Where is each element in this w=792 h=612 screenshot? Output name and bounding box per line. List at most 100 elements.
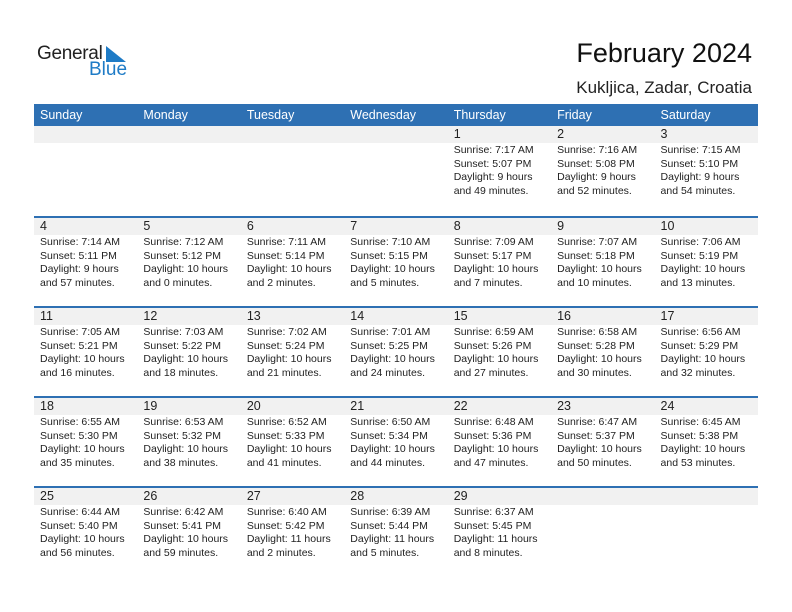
- daylight-minutes-text: and 44 minutes.: [350, 456, 425, 469]
- day-cell: 17 Sunrise: 6:56 AM Sunset: 5:29 PM Dayligh…: [655, 308, 758, 396]
- day-cell: 13 Sunrise: 7:02 AM Sunset: 5:24 PM Dayligh…: [241, 308, 344, 396]
- empty-cell: [34, 126, 137, 214]
- daylight-minutes-text: and 53 minutes.: [660, 456, 736, 469]
- sunset-text: Sunset: 5:45 PM: [453, 519, 532, 532]
- sunset-text: Sunset: 5:07 PM: [453, 157, 532, 170]
- sunset-text: Sunset: 5:41 PM: [143, 519, 222, 532]
- daylight-text: Daylight: 10 hours: [246, 443, 332, 455]
- daylight-text: Daylight: 10 hours: [143, 353, 229, 365]
- daylight-text: Daylight: 10 hours: [143, 443, 229, 455]
- day-cell: 8 Sunrise: 7:09 AM Sunset: 5:17 PM Daylight…: [448, 218, 551, 306]
- day-cell: 6 Sunrise: 7:11 AM Sunset: 5:14 PM Daylight…: [241, 218, 344, 306]
- logo-word-blue: Blue: [89, 59, 128, 80]
- day-number: 27: [246, 489, 261, 503]
- day-cell: 1 Sunrise: 7:17 AM Sunset: 5:07 PM Daylight…: [448, 126, 551, 214]
- daylight-minutes-text: and 32 minutes.: [660, 366, 736, 379]
- day-number: 20: [246, 399, 261, 413]
- daylight-text: Daylight: 10 hours: [453, 443, 539, 455]
- daylight-text: Daylight: 11 hours: [350, 533, 435, 545]
- sunrise-text: Sunrise: 6:58 AM: [557, 326, 638, 338]
- day-cell: 16 Sunrise: 6:58 AM Sunset: 5:28 PM Dayligh…: [551, 308, 654, 396]
- sunset-text: Sunset: 5:42 PM: [246, 519, 325, 532]
- weekday-monday: Monday: [143, 108, 188, 122]
- sunrise-text: Sunrise: 7:16 AM: [557, 144, 638, 156]
- logo-triangle-icon: [106, 46, 126, 62]
- day-number: 5: [143, 219, 151, 233]
- daylight-minutes-text: and 47 minutes.: [453, 456, 529, 469]
- sunrise-text: Sunrise: 6:47 AM: [557, 416, 638, 428]
- day-cell: 2 Sunrise: 7:16 AM Sunset: 5:08 PM Daylight…: [551, 126, 654, 214]
- day-number: 17: [660, 309, 675, 323]
- sunset-text: Sunset: 5:32 PM: [143, 429, 222, 442]
- sunrise-text: Sunrise: 6:48 AM: [453, 416, 534, 428]
- daylight-text: Daylight: 10 hours: [350, 263, 435, 275]
- daylight-text: Daylight: 10 hours: [40, 533, 125, 545]
- daylight-text: Daylight: 10 hours: [453, 263, 539, 275]
- sunset-text: Sunset: 5:33 PM: [246, 429, 325, 442]
- sunset-text: Sunset: 5:12 PM: [143, 249, 222, 262]
- day-cell: 11 Sunrise: 7:05 AM Sunset: 5:21 PM Dayligh…: [34, 308, 137, 396]
- daylight-text: Daylight: 10 hours: [453, 353, 539, 365]
- daylight-minutes-text: and 2 minutes.: [246, 276, 316, 289]
- day-cell: 29 Sunrise: 6:37 AM Sunset: 5:45 PM Dayligh…: [448, 488, 551, 576]
- day-cell: 10 Sunrise: 7:06 AM Sunset: 5:19 PM Dayligh…: [655, 218, 758, 306]
- week-row: 18 Sunrise: 6:55 AM Sunset: 5:30 PM Dayligh…: [34, 396, 758, 486]
- daylight-minutes-text: and 0 minutes.: [143, 276, 213, 289]
- daylight-text: Daylight: 9 hours: [40, 263, 119, 275]
- day-number: 8: [453, 219, 461, 233]
- sunset-text: Sunset: 5:36 PM: [453, 429, 532, 442]
- weekday-saturday: Saturday: [660, 108, 711, 122]
- sunrise-text: Sunrise: 6:55 AM: [40, 416, 120, 428]
- sunrise-text: Sunrise: 7:14 AM: [40, 236, 120, 248]
- daylight-text: Daylight: 9 hours: [453, 171, 533, 183]
- sunset-text: Sunset: 5:44 PM: [350, 519, 428, 532]
- daylight-minutes-text: and 30 minutes.: [557, 366, 632, 379]
- weekday-tuesday: Tuesday: [246, 108, 295, 122]
- daylight-text: Daylight: 10 hours: [660, 353, 746, 365]
- sunset-text: Sunset: 5:21 PM: [40, 339, 118, 352]
- daylight-minutes-text: and 52 minutes.: [557, 184, 632, 197]
- daylight-text: Daylight: 10 hours: [143, 263, 229, 275]
- daylight-text: Daylight: 10 hours: [557, 443, 642, 455]
- day-cell: 3 Sunrise: 7:15 AM Sunset: 5:10 PM Daylight…: [655, 126, 758, 214]
- daylight-minutes-text: and 54 minutes.: [660, 184, 736, 197]
- daylight-minutes-text: and 10 minutes.: [557, 276, 632, 289]
- sunset-text: Sunset: 5:10 PM: [660, 157, 739, 170]
- daylight-minutes-text: and 50 minutes.: [557, 456, 632, 469]
- sunset-text: Sunset: 5:38 PM: [660, 429, 739, 442]
- day-number: 6: [246, 219, 254, 233]
- sunrise-text: Sunrise: 7:10 AM: [350, 236, 431, 248]
- day-number-strip: [34, 126, 758, 143]
- day-number: 23: [557, 399, 572, 413]
- sunrise-text: Sunrise: 7:17 AM: [453, 144, 534, 156]
- day-number-strip: [34, 308, 758, 325]
- week-row: 25 Sunrise: 6:44 AM Sunset: 5:40 PM Dayligh…: [34, 486, 758, 576]
- sunset-text: Sunset: 5:19 PM: [660, 249, 739, 262]
- sunset-text: Sunset: 5:17 PM: [453, 249, 532, 262]
- daylight-minutes-text: and 8 minutes.: [453, 546, 523, 559]
- daylight-minutes-text: and 5 minutes.: [350, 276, 420, 289]
- day-cell: 14 Sunrise: 7:01 AM Sunset: 5:25 PM Dayligh…: [344, 308, 447, 396]
- day-cell: 21 Sunrise: 6:50 AM Sunset: 5:34 PM Dayligh…: [344, 398, 447, 486]
- day-cell: 25 Sunrise: 6:44 AM Sunset: 5:40 PM Dayligh…: [34, 488, 137, 576]
- day-number: 12: [143, 309, 158, 323]
- daylight-minutes-text: and 13 minutes.: [660, 276, 736, 289]
- daylight-text: Daylight: 9 hours: [660, 171, 740, 183]
- daylight-minutes-text: and 35 minutes.: [40, 456, 115, 469]
- sunrise-text: Sunrise: 6:37 AM: [453, 506, 534, 518]
- sunset-text: Sunset: 5:11 PM: [40, 249, 117, 262]
- day-cell: 26 Sunrise: 6:42 AM Sunset: 5:41 PM Dayligh…: [137, 488, 240, 576]
- day-number: 1: [453, 127, 461, 141]
- empty-cell: [137, 126, 240, 214]
- sunset-text: Sunset: 5:37 PM: [557, 429, 635, 442]
- day-cell: 19 Sunrise: 6:53 AM Sunset: 5:32 PM Dayligh…: [137, 398, 240, 486]
- day-cell: 23 Sunrise: 6:47 AM Sunset: 5:37 PM Dayligh…: [551, 398, 654, 486]
- sunrise-text: Sunrise: 6:42 AM: [143, 506, 224, 518]
- daylight-minutes-text: and 27 minutes.: [453, 366, 529, 379]
- sunset-text: Sunset: 5:08 PM: [557, 157, 635, 170]
- sunrise-text: Sunrise: 6:50 AM: [350, 416, 431, 428]
- daylight-minutes-text: and 56 minutes.: [40, 546, 115, 559]
- weekday-thursday: Thursday: [453, 108, 506, 122]
- daylight-text: Daylight: 10 hours: [557, 353, 642, 365]
- sunset-text: Sunset: 5:24 PM: [246, 339, 325, 352]
